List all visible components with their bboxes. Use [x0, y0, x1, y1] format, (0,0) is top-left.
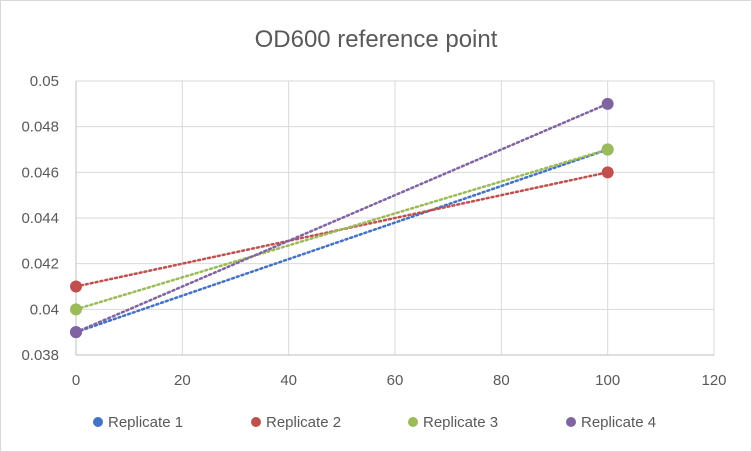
- x-tick-label: 20: [174, 372, 191, 389]
- y-tick-label: 0.042: [21, 256, 59, 273]
- trendline: [74, 148, 609, 311]
- y-tick-label: 0.05: [30, 73, 59, 90]
- series-layer: [70, 97, 614, 339]
- chart-title: OD600 reference point: [255, 26, 498, 53]
- data-point: [70, 326, 82, 339]
- x-tick-label: 40: [280, 372, 297, 389]
- legend-entry: Replicate 4: [566, 414, 656, 431]
- data-point: [70, 303, 82, 316]
- legend-marker: [408, 417, 418, 427]
- legend-entry: Replicate 3: [408, 414, 498, 431]
- x-tick-label: 0: [72, 372, 80, 389]
- trendline: [74, 148, 609, 334]
- y-tick-label: 0.046: [21, 164, 59, 181]
- legend-marker: [566, 417, 576, 427]
- legend: Replicate 1 Replicate 2 Replicate 3 Replica…: [93, 414, 656, 431]
- data-point: [601, 166, 614, 179]
- y-tick-label: 0.04: [30, 301, 59, 318]
- tick-labels: 0 20 40 60 80 100 120 0.038 0.04 0.042 0.044 0.046 0…: [21, 73, 726, 389]
- trendline: [74, 102, 609, 334]
- x-tick-label: 100: [595, 372, 620, 389]
- legend-marker: [251, 417, 261, 427]
- x-tick-label: 120: [701, 372, 726, 389]
- y-tick-label: 0.038: [21, 347, 59, 364]
- legend-entry: Replicate 2: [251, 414, 341, 431]
- x-tick-label: 60: [387, 372, 404, 389]
- x-tick-label: 80: [493, 372, 510, 389]
- legend-entry: Replicate 1: [93, 414, 183, 431]
- legend-marker: [93, 417, 103, 427]
- data-point: [601, 143, 614, 156]
- data-point: [601, 97, 614, 110]
- y-tick-label: 0.048: [21, 119, 59, 136]
- legend-label: Replicate 4: [581, 414, 656, 431]
- legend-label: Replicate 1: [108, 414, 183, 431]
- legend-label: Replicate 3: [423, 414, 498, 431]
- legend-label: Replicate 2: [266, 414, 341, 431]
- data-point: [70, 280, 82, 293]
- y-tick-label: 0.044: [21, 210, 59, 227]
